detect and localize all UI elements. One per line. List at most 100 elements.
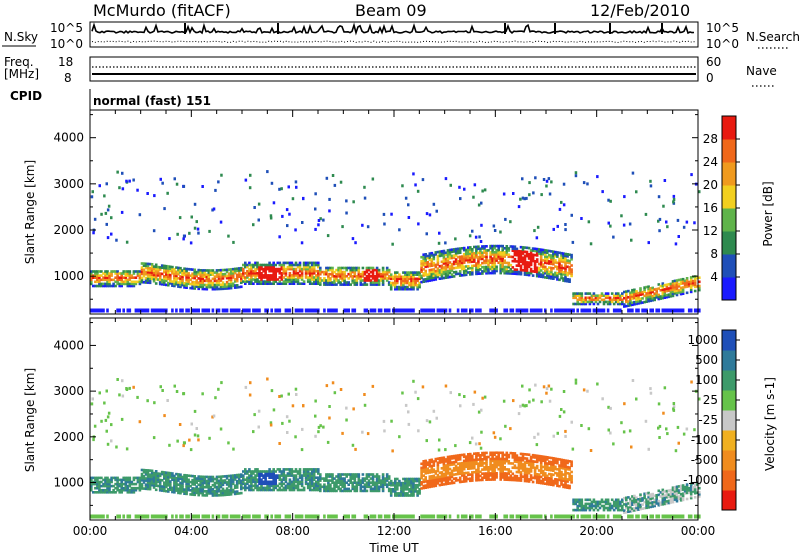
power-echo bbox=[388, 309, 391, 313]
colorbar-tick-label: 4 bbox=[710, 270, 718, 284]
y-tick-label: 1000 bbox=[53, 269, 84, 283]
power-echo bbox=[478, 235, 481, 238]
power-echo bbox=[580, 217, 583, 220]
power-echo bbox=[658, 309, 661, 313]
power-echo bbox=[270, 309, 273, 313]
power-echo bbox=[179, 216, 182, 219]
velocity-echo bbox=[335, 515, 338, 519]
power-echo bbox=[545, 185, 548, 188]
velocity-echo bbox=[301, 515, 304, 519]
power-echo bbox=[417, 190, 420, 193]
power-echo bbox=[471, 230, 474, 233]
power-echo bbox=[479, 309, 482, 313]
velocity-echo bbox=[532, 481, 535, 484]
power-echo bbox=[484, 188, 487, 191]
power-echo bbox=[686, 277, 689, 280]
power-echo bbox=[516, 248, 519, 251]
power-echo bbox=[572, 309, 575, 313]
power-echo bbox=[560, 264, 563, 267]
y-tick-label: 2000 bbox=[53, 223, 84, 237]
power-echo bbox=[92, 231, 95, 234]
power-echo bbox=[453, 275, 456, 278]
power-echo bbox=[677, 219, 680, 222]
power-echo bbox=[116, 171, 119, 174]
power-echo bbox=[459, 270, 462, 273]
power-echo bbox=[147, 309, 150, 313]
power-echo bbox=[92, 190, 95, 193]
noise-traces bbox=[92, 23, 695, 43]
power-echo bbox=[620, 214, 623, 217]
velocity-echo bbox=[530, 474, 533, 477]
power-echo bbox=[532, 191, 535, 194]
power-echo bbox=[286, 208, 289, 211]
power-echo bbox=[570, 254, 573, 257]
power-echo bbox=[694, 290, 697, 293]
power-echo bbox=[196, 220, 199, 223]
power-echo bbox=[345, 199, 348, 202]
velocity-echo bbox=[380, 515, 383, 519]
velocity-echo bbox=[388, 475, 391, 478]
nave-label: Nave bbox=[746, 64, 777, 78]
power-echo bbox=[623, 195, 626, 198]
power-echoes bbox=[90, 170, 701, 312]
power-echo bbox=[347, 309, 350, 313]
power-echo bbox=[352, 200, 355, 203]
power-echo bbox=[635, 190, 638, 193]
power-echo bbox=[438, 242, 441, 245]
power-echo bbox=[280, 187, 283, 190]
noise-right-tick-top: 10^5 bbox=[706, 21, 739, 35]
power-echo bbox=[125, 180, 128, 183]
power-echo bbox=[550, 180, 553, 183]
power-echo bbox=[686, 221, 689, 224]
power-echo bbox=[249, 186, 252, 189]
velocity-echo bbox=[218, 515, 221, 519]
power-echo bbox=[208, 309, 211, 313]
power-echo bbox=[253, 206, 256, 209]
velocity-echo bbox=[187, 479, 190, 482]
velocity-echo bbox=[526, 457, 529, 460]
power-echo bbox=[401, 184, 404, 187]
power-echo bbox=[258, 203, 261, 206]
power-echo bbox=[294, 228, 297, 231]
power-echo bbox=[91, 195, 94, 198]
power-echo bbox=[352, 237, 355, 240]
power-echo bbox=[121, 211, 124, 214]
beam-title: Beam 09 bbox=[355, 1, 427, 20]
power-echo bbox=[220, 221, 223, 224]
velocity-echo bbox=[122, 515, 125, 519]
colorbar-tick-label: 12 bbox=[703, 224, 718, 238]
velocity-echo bbox=[354, 515, 357, 519]
power-echo bbox=[458, 186, 461, 189]
power-echo bbox=[168, 237, 171, 240]
power-echo bbox=[519, 198, 522, 201]
power-echo bbox=[658, 229, 661, 232]
power-echo bbox=[398, 228, 401, 231]
power-echo bbox=[213, 208, 216, 211]
power-echo bbox=[153, 194, 156, 197]
power-echo bbox=[690, 309, 693, 313]
site-title: McMurdo (fitACF) bbox=[93, 1, 231, 20]
power-echo bbox=[563, 203, 566, 206]
power-echo bbox=[518, 205, 521, 208]
power-echo bbox=[426, 212, 429, 215]
power-echo bbox=[302, 197, 305, 200]
power-echo bbox=[383, 223, 386, 226]
power-echo bbox=[191, 216, 194, 219]
power-echo bbox=[266, 170, 269, 173]
power-echo bbox=[619, 309, 622, 313]
power-echo bbox=[197, 309, 200, 313]
power-echo bbox=[121, 172, 124, 175]
velocity-echo bbox=[560, 471, 563, 474]
power-echo bbox=[366, 283, 369, 286]
power-echo bbox=[363, 186, 366, 189]
velocity-echo bbox=[331, 473, 334, 476]
velocity-echo bbox=[506, 515, 509, 519]
power-echo bbox=[103, 194, 106, 197]
power-echo bbox=[328, 209, 331, 212]
power-echo bbox=[160, 178, 163, 181]
power-echo bbox=[331, 267, 334, 270]
power-echo bbox=[301, 309, 304, 313]
velocity-echo bbox=[187, 515, 190, 519]
velocity-echoes bbox=[90, 378, 701, 519]
power-echo bbox=[537, 226, 540, 229]
